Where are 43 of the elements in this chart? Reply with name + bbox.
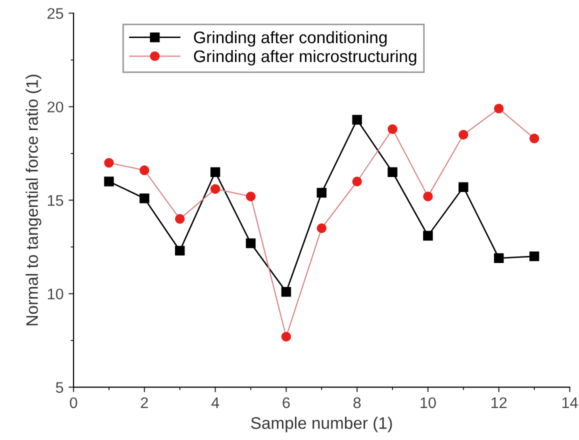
point xyxy=(281,286,292,297)
point xyxy=(529,251,540,262)
point xyxy=(281,332,292,342)
x-axis-title: Sample number (1) xyxy=(251,416,392,432)
point xyxy=(352,176,362,186)
point xyxy=(423,230,433,241)
point xyxy=(494,104,504,114)
point xyxy=(316,188,326,198)
point xyxy=(388,124,398,134)
x-tick-label: 14 xyxy=(562,397,578,408)
x-tick-label: 10 xyxy=(420,397,436,408)
point xyxy=(210,167,220,178)
point xyxy=(140,165,150,176)
point xyxy=(210,184,220,194)
y-tick-label: 25 xyxy=(48,8,64,19)
point xyxy=(316,223,326,234)
x-tick-label: 6 xyxy=(282,397,290,408)
point xyxy=(246,192,256,202)
y-axis-title: Normal to tangential force ratio (1) xyxy=(26,74,42,326)
x-tick-label: 4 xyxy=(211,397,220,408)
point xyxy=(175,246,185,256)
point xyxy=(423,192,433,202)
legend-label: Grinding after conditioning xyxy=(194,31,387,47)
y-tick-label: 15 xyxy=(48,195,64,206)
point xyxy=(140,193,150,204)
x-tick-label: 2 xyxy=(140,397,148,408)
x-tick-label: 0 xyxy=(70,397,78,408)
point xyxy=(458,130,468,140)
point xyxy=(494,253,504,264)
point xyxy=(388,167,398,178)
x-tick-label: 8 xyxy=(353,397,361,408)
point xyxy=(352,114,362,125)
y-tick-label: 20 xyxy=(48,102,64,112)
point xyxy=(458,182,468,192)
x-tick-label: 12 xyxy=(492,397,507,408)
point xyxy=(175,214,185,224)
point xyxy=(246,238,256,248)
point xyxy=(104,158,114,168)
y-tick-label: 5 xyxy=(56,382,64,393)
point xyxy=(104,176,114,186)
y-tick-label: 10 xyxy=(48,288,64,300)
point xyxy=(529,134,540,144)
legend-label: Grinding after microstructuring xyxy=(194,50,416,66)
